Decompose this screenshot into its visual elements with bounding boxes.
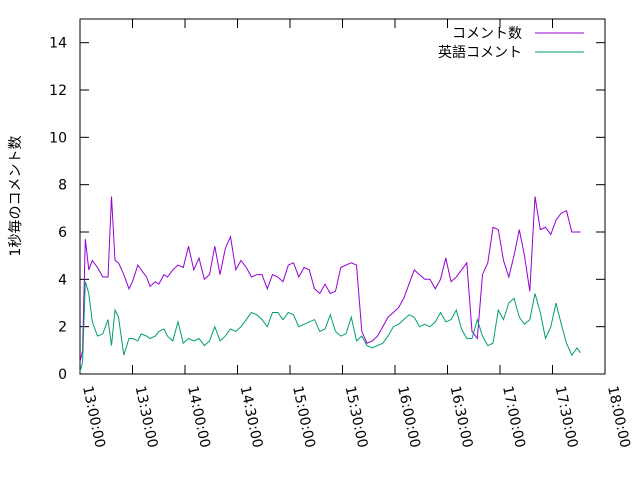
y-tick-label: 0 (58, 367, 67, 383)
legend-label-1: コメント数 (452, 26, 522, 42)
plot-frame (79, 18, 606, 375)
y-axis-ticks: 0 2 4 6 8 10 12 14 (49, 36, 605, 383)
x-tick-label: 13:30:00 (132, 385, 161, 450)
series-lines (79, 196, 581, 372)
x-tick-label: 17:30:00 (552, 385, 581, 450)
x-tick-label: 15:30:00 (342, 385, 371, 450)
y-tick-label: 8 (58, 178, 67, 194)
y-tick-label: 10 (49, 130, 67, 146)
x-tick-label: 14:30:00 (237, 385, 266, 450)
y-tick-label: 2 (58, 320, 67, 336)
y-tick-label: 4 (58, 272, 67, 288)
x-tick-label: 16:00:00 (394, 385, 423, 450)
y-tick-label: 14 (49, 36, 67, 52)
x-tick-label: 18:00:00 (604, 385, 633, 450)
series-line-2 (79, 281, 581, 372)
legend-label-2: 英語コメント (438, 44, 522, 61)
y-tick-label: 6 (58, 225, 67, 241)
series-line-1 (79, 196, 581, 363)
x-tick-label: 16:30:00 (447, 385, 476, 450)
x-axis-ticks: 13:00:00 13:30:00 14:00:00 14:30:00 15:00:00… (79, 19, 633, 449)
x-tick-label: 13:00:00 (79, 385, 108, 450)
x-tick-label: 14:00:00 (184, 385, 213, 450)
y-tick-label: 12 (49, 83, 67, 99)
y-axis-label: 1秒毎のコメント数 (8, 136, 24, 257)
x-tick-label: 17:00:00 (499, 385, 528, 450)
x-tick-label: 15:00:00 (289, 385, 318, 450)
